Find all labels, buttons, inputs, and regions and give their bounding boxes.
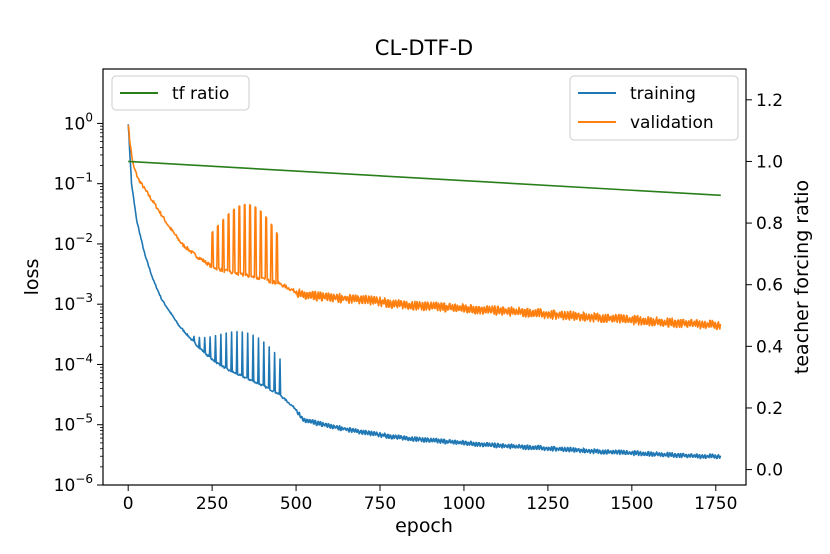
series-line-tf-ratio bbox=[128, 160, 721, 197]
y-tick-label: 10−4 bbox=[54, 351, 93, 375]
y2-tick-label: 1.0 bbox=[756, 152, 783, 172]
y-tick-exponent: −2 bbox=[75, 231, 93, 245]
x-axis-label: epoch bbox=[395, 515, 453, 537]
y2-ticks: 0.0 0.2 0.4 0.6 0.8 1.0 1.2 bbox=[746, 91, 783, 481]
y-tick-label: 10−6 bbox=[54, 472, 93, 496]
x-tick-label: 250 bbox=[196, 494, 228, 514]
y-tick-label: 100 bbox=[64, 110, 93, 134]
x-tick-label: 0 bbox=[123, 494, 134, 514]
y2-tick-label: 1.2 bbox=[756, 91, 783, 111]
y-tick-exponent: −6 bbox=[75, 472, 93, 486]
y-tick-exponent: −1 bbox=[75, 171, 93, 185]
y-tick-exponent: −5 bbox=[75, 412, 93, 426]
series-line-training bbox=[127, 124, 722, 460]
x-tick-label: 1250 bbox=[526, 494, 569, 514]
y-tick-label: 10−2 bbox=[54, 231, 93, 255]
y2-tick-label: 0.8 bbox=[756, 214, 783, 234]
y-tick-exponent: 0 bbox=[85, 110, 93, 124]
x-tick-label: 1500 bbox=[610, 494, 653, 514]
y-tick-base: 10 bbox=[54, 476, 76, 496]
x-tick-label: 500 bbox=[280, 494, 312, 514]
series-line-validation bbox=[127, 125, 722, 331]
chart-title: CL-DTF-D bbox=[375, 36, 473, 60]
y-tick-base: 10 bbox=[54, 355, 76, 375]
y-tick-exponent: −4 bbox=[75, 351, 93, 365]
y-axis-label: loss bbox=[21, 259, 43, 296]
legend-label-training: training bbox=[630, 84, 696, 104]
y2-tick-label: 0.4 bbox=[756, 337, 783, 357]
y-tick-label: 10−5 bbox=[54, 412, 93, 436]
y-tick-label: 10−3 bbox=[54, 291, 93, 315]
legend-label-validation: validation bbox=[630, 113, 714, 133]
x-tick-label: 1000 bbox=[442, 494, 485, 514]
legend-right: training validation bbox=[569, 75, 739, 141]
y2-tick-label: 0.2 bbox=[756, 399, 783, 419]
y-tick-base: 10 bbox=[54, 416, 76, 436]
legend-left: tf ratio bbox=[111, 75, 250, 111]
x-tick-label: 1750 bbox=[694, 494, 737, 514]
x-ticks: 0 250 500 750 1000 1250 1500 1750 bbox=[123, 485, 737, 514]
y-tick-exponent: −3 bbox=[75, 291, 93, 305]
legend-left-box bbox=[111, 75, 250, 111]
legend-label-tf-ratio: tf ratio bbox=[172, 84, 229, 104]
series-layer bbox=[127, 124, 722, 460]
y2-tick-label: 0.6 bbox=[756, 276, 783, 296]
y2-tick-label: 0.0 bbox=[756, 461, 783, 481]
x-tick-label: 750 bbox=[364, 494, 396, 514]
plot-frame bbox=[102, 68, 747, 486]
y-tick-label: 10−1 bbox=[54, 171, 93, 195]
y2-axis-label: teacher forcing ratio bbox=[791, 180, 813, 374]
y-tick-base: 10 bbox=[54, 235, 76, 255]
y-tick-base: 10 bbox=[54, 295, 76, 315]
y-tick-base: 10 bbox=[64, 114, 86, 134]
y-tick-base: 10 bbox=[54, 175, 76, 195]
